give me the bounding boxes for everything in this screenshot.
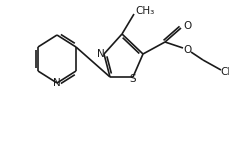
Text: O: O [183, 21, 191, 31]
Text: N: N [53, 78, 61, 88]
Text: N: N [97, 49, 105, 59]
Text: CH₃: CH₃ [135, 6, 155, 16]
Text: S: S [130, 74, 136, 84]
Text: CH₃: CH₃ [220, 67, 229, 77]
Text: O: O [183, 45, 191, 55]
